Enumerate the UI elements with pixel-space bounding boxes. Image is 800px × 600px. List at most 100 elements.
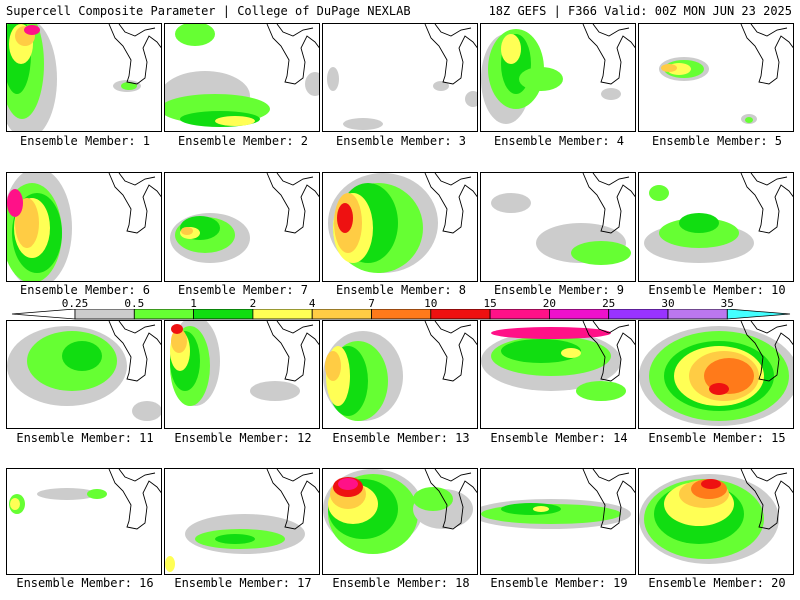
colorbar-swatch — [311, 309, 372, 320]
great-lakes-coastline — [108, 173, 161, 234]
scp-contour-field — [659, 24, 793, 124]
great-lakes-coastline — [276, 321, 314, 334]
great-lakes-coastline — [740, 321, 793, 382]
ensemble-member-map-1 — [6, 23, 162, 132]
colorbar-tick-label: 1 — [190, 297, 197, 310]
colorbar-swatch — [74, 309, 135, 320]
ensemble-member-label: Ensemble Member: 15 — [648, 431, 786, 445]
great-lakes-coastline — [424, 24, 477, 85]
ensemble-member-map-4 — [480, 23, 636, 132]
ensemble-member-label: Ensemble Member: 4 — [493, 134, 625, 148]
scp-contour-blob — [561, 348, 581, 358]
great-lakes-coastline — [582, 321, 635, 382]
ensemble-member-map-19 — [480, 468, 636, 575]
great-lakes-coastline — [108, 469, 161, 530]
colorbar-tick-label: 30 — [661, 297, 675, 310]
ensemble-member-label: Ensemble Member: 14 — [490, 431, 628, 445]
scp-contour-field — [7, 24, 161, 131]
scp-contour-blob — [701, 479, 721, 489]
great-lakes-coastline — [592, 321, 630, 334]
ensemble-member-map-17 — [164, 468, 320, 575]
colorbar-swatch — [489, 309, 550, 320]
scp-contour-blob — [62, 341, 102, 371]
scp-contour-blob — [601, 88, 621, 100]
scp-contour-blob — [501, 503, 561, 515]
ensemble-member-map-6 — [6, 172, 162, 282]
scp-contour-blob — [87, 489, 107, 499]
great-lakes-coastline — [750, 173, 788, 186]
ensemble-member-label: Ensemble Member: 19 — [490, 576, 628, 590]
great-lakes-coastline — [740, 469, 793, 530]
colorbar-swatch — [133, 309, 195, 320]
scp-contour-field — [481, 321, 635, 401]
ensemble-member-label: Ensemble Member: 11 — [16, 431, 154, 445]
ensemble-member-label: Ensemble Member: 20 — [648, 576, 786, 590]
scp-contour-field — [7, 321, 161, 421]
colorbar-swatch — [371, 309, 432, 320]
scp-contour-blob — [709, 383, 729, 395]
scp-contour-blob — [413, 487, 453, 511]
colorbar-tick-label: 25 — [602, 297, 616, 310]
great-lakes-coastline — [434, 469, 472, 482]
great-lakes-coastline — [424, 321, 477, 382]
colorbar-tick-label: 10 — [424, 297, 438, 310]
scp-contour-blob — [165, 556, 175, 572]
ensemble-member-map-2 — [164, 23, 320, 132]
ensemble-member-map-8 — [322, 172, 478, 282]
scp-contour-blob — [576, 381, 626, 401]
colorbar-arrow-right — [726, 309, 791, 320]
ensemble-member-label: Ensemble Member: 7 — [177, 283, 309, 297]
scp-contour-field — [165, 469, 319, 572]
colorbar-swatch — [430, 309, 491, 320]
scp-contour-blob — [433, 81, 449, 91]
scp-contour-blob — [337, 203, 353, 233]
ensemble-member-label: Ensemble Member: 17 — [174, 576, 312, 590]
ensemble-member-label: Ensemble Member: 18 — [332, 576, 470, 590]
header-title-right: 18Z GEFS | F366 Valid: 00Z MON JUN 23 20… — [488, 4, 792, 18]
scp-contour-blob — [121, 82, 137, 90]
scp-contour-field — [7, 173, 161, 281]
scp-contour-blob — [305, 72, 319, 96]
colorbar-legend: 0.25 0.5 1 2 4 7 10 15 20 25 30 35 — [0, 297, 800, 321]
scp-contour-field — [644, 173, 793, 263]
ensemble-member-map-9 — [480, 172, 636, 282]
scp-contour-blob — [571, 241, 631, 265]
scp-contour-field — [327, 24, 477, 130]
great-lakes-coastline — [266, 321, 319, 382]
great-lakes-coastline — [434, 321, 472, 334]
colorbar-tick-label: 35 — [720, 297, 734, 310]
scp-contour-field — [491, 173, 635, 265]
ensemble-member-label: Ensemble Member: 13 — [332, 431, 470, 445]
great-lakes-coastline — [266, 24, 319, 85]
ensemble-member-label: Ensemble Member: 8 — [335, 283, 467, 297]
ensemble-member-map-13 — [322, 320, 478, 429]
colorbar-swatch — [549, 309, 610, 320]
great-lakes-coastline — [592, 24, 630, 37]
ensemble-member-map-7 — [164, 172, 320, 282]
colorbar-tick-label: 0.25 — [61, 297, 89, 310]
ensemble-member-map-16 — [6, 468, 162, 575]
scp-contour-blob — [491, 327, 611, 339]
great-lakes-coastline — [582, 469, 635, 530]
scp-contour-blob — [10, 498, 20, 510]
great-lakes-coastline — [118, 24, 156, 37]
scp-contour-field — [328, 173, 477, 273]
scp-contour-field — [639, 321, 793, 426]
ensemble-member-map-14 — [480, 320, 636, 429]
scp-contour-field — [9, 469, 161, 530]
great-lakes-coastline — [750, 24, 788, 37]
scp-contour-blob — [325, 351, 341, 381]
colorbar-scale — [11, 309, 791, 320]
great-lakes-coastline — [740, 24, 793, 85]
scp-contour-field — [170, 321, 319, 406]
great-lakes-coastline — [266, 173, 319, 234]
scp-contour-blob — [37, 488, 97, 500]
colorbar-tick-label: 7 — [368, 297, 375, 310]
scp-contour-field — [323, 321, 477, 421]
scp-contour-blob — [132, 401, 161, 421]
great-lakes-coastline — [118, 469, 156, 482]
great-lakes-coastline — [266, 469, 319, 530]
great-lakes-coastline — [424, 469, 477, 530]
scp-contour-field — [481, 24, 635, 124]
great-lakes-coastline — [108, 24, 161, 85]
